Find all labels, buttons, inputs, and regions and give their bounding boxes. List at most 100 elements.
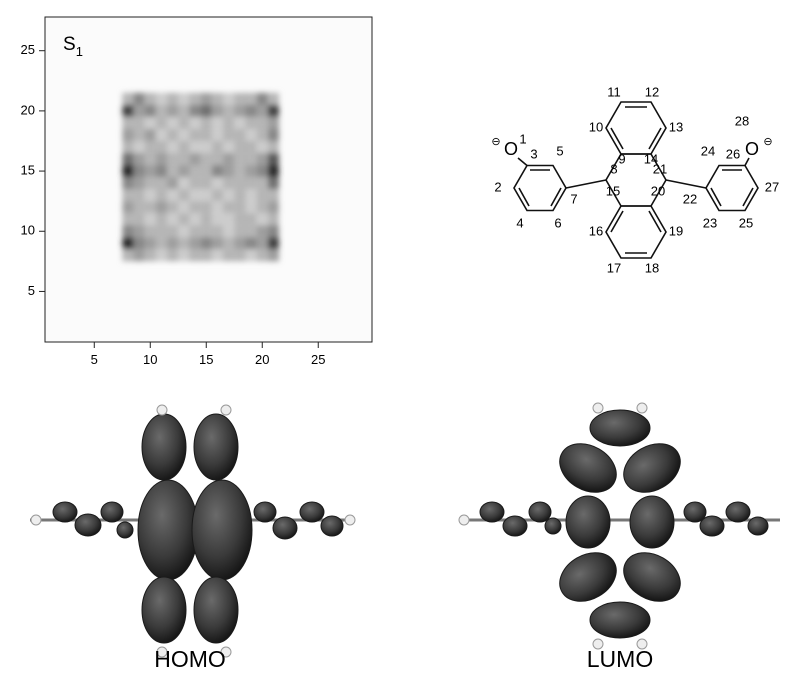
heat-cell — [145, 141, 156, 153]
heat-cell — [122, 129, 133, 141]
heat-cell — [156, 237, 167, 249]
ring — [606, 102, 666, 154]
heat-cell — [133, 153, 144, 165]
atom-number: 9 — [618, 151, 625, 166]
heat-cell — [145, 213, 156, 225]
atom-number: 20 — [651, 183, 665, 198]
heat-cell — [189, 177, 200, 189]
heat-cell — [234, 213, 245, 225]
heat-cell — [257, 201, 268, 213]
heat-cell — [268, 177, 279, 189]
charge-label: ⊖ — [763, 136, 772, 148]
heat-cell — [133, 189, 144, 201]
double-bond — [743, 188, 753, 206]
orbital-lobe — [529, 502, 551, 522]
heat-cell — [189, 117, 200, 129]
orbital-images: HOMO LUMO — [30, 403, 780, 672]
atom-number: 19 — [669, 223, 683, 238]
orbital-lobe — [117, 522, 133, 538]
heat-cell — [268, 117, 279, 129]
heat-cell — [201, 201, 212, 213]
heat-cell — [234, 153, 245, 165]
atom-number: 3 — [530, 146, 537, 161]
heat-cell — [201, 249, 212, 261]
heat-cell — [245, 141, 256, 153]
heat-cell — [257, 153, 268, 165]
heat-cell — [156, 249, 167, 261]
heat-cell — [122, 201, 133, 213]
heat-cell — [201, 213, 212, 225]
heat-cell — [257, 141, 268, 153]
heat-cell — [167, 201, 178, 213]
atom — [637, 403, 647, 413]
orbital-lobe — [142, 577, 186, 643]
heat-cell — [245, 129, 256, 141]
atom-number: 10 — [589, 119, 603, 134]
heat-cell — [201, 225, 212, 237]
heat-cell — [257, 165, 268, 177]
orbital-lobe — [630, 496, 674, 548]
heat-cell — [156, 153, 167, 165]
orbital-lobe — [615, 543, 689, 611]
atom-number: 8 — [610, 161, 617, 176]
heat-cell — [122, 117, 133, 129]
heat-cell — [167, 237, 178, 249]
heat-cell — [234, 129, 245, 141]
heat-cell — [167, 213, 178, 225]
orbital-lobe — [194, 414, 238, 480]
orbital-lobe — [551, 543, 625, 611]
homo-label: HOMO — [154, 646, 226, 672]
heat-cell — [245, 105, 256, 117]
x-tick-label: 10 — [143, 352, 157, 367]
heat-cell — [245, 225, 256, 237]
atom-number: 22 — [683, 191, 697, 206]
heat-cell — [167, 189, 178, 201]
heat-cell — [212, 201, 223, 213]
heat-cell — [189, 105, 200, 117]
heat-cell — [156, 141, 167, 153]
heat-cell — [189, 213, 200, 225]
heat-cell — [189, 189, 200, 201]
heat-cell — [268, 201, 279, 213]
heat-cell — [167, 249, 178, 261]
heat-cell — [156, 117, 167, 129]
heat-cell — [201, 189, 212, 201]
heat-cell — [145, 201, 156, 213]
heat-cell — [223, 105, 234, 117]
heat-cell — [133, 105, 144, 117]
atom-number: 21 — [653, 161, 667, 176]
state-label-subscript: 1 — [76, 44, 83, 59]
heat-cell — [257, 249, 268, 261]
heat-cell — [245, 189, 256, 201]
orbital-lobe — [192, 480, 252, 580]
heat-cell — [133, 117, 144, 129]
heatmap-cells — [122, 93, 279, 262]
heat-cell — [189, 225, 200, 237]
heat-cell — [178, 177, 189, 189]
heat-cell — [223, 129, 234, 141]
atom-number: 12 — [645, 84, 659, 99]
state-label-main: S — [63, 34, 76, 55]
heat-cell — [178, 129, 189, 141]
heat-cell — [122, 225, 133, 237]
heat-cell — [145, 225, 156, 237]
heat-cell — [212, 213, 223, 225]
heat-cell — [133, 249, 144, 261]
heat-cell — [268, 213, 279, 225]
heat-cell — [223, 201, 234, 213]
heat-cell — [156, 93, 167, 105]
heat-cell — [178, 225, 189, 237]
heat-cell — [212, 117, 223, 129]
heat-cell — [189, 249, 200, 261]
heat-cell — [223, 165, 234, 177]
heat-cell — [167, 177, 178, 189]
heat-cell — [156, 189, 167, 201]
orbital-lobe — [590, 602, 650, 638]
orbital-lobe — [545, 518, 561, 534]
orbital-lobe — [503, 516, 527, 536]
atom-number: 6 — [554, 215, 561, 230]
heat-cell — [189, 201, 200, 213]
orbital-lobe — [53, 502, 77, 522]
heat-cell — [178, 117, 189, 129]
heat-cell — [178, 213, 189, 225]
